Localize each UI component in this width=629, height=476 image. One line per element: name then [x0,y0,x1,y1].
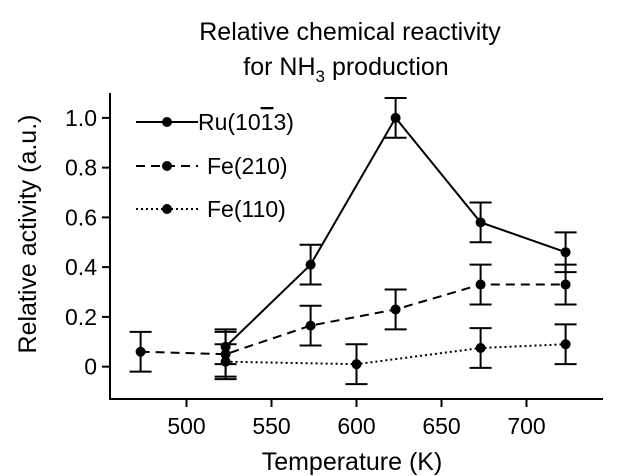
series-line-fe210 [140,283,566,356]
data-point-ru1013 [475,217,486,228]
title-subscript: 3 [316,67,325,86]
data-point-fe110 [475,343,486,353]
legend-marker-fe210 [162,161,172,171]
x-ticks: 500 550 600 650 700 [167,399,546,439]
data-point-fe110 [220,356,231,367]
legend-ru-post: 3) [273,109,293,135]
x-tick-label: 650 [422,413,460,439]
legend-label-fe110: Fe(110) [207,196,286,222]
legend-ru-pre: Ru(10 [198,109,261,135]
data-point-ru1013 [305,259,316,270]
data-point-fe210 [135,346,146,357]
legend-marker-ru1013 [162,117,172,127]
x-tick-label: 600 [337,413,375,439]
plot-area [129,96,577,386]
legend-label-ru1013: Ru(1013) [198,109,294,135]
chart-title-line1: Relative chemical reactivity [199,18,501,46]
title-production-text: production [325,53,449,81]
y-tick-label: 0.6 [65,204,97,230]
x-tick-label: 500 [167,413,205,439]
legend-ru-bar: 1 [261,109,274,135]
x-axis-label: Temperature (K) [262,448,443,476]
legend-marker-fe110 [162,204,172,214]
y-tick-label: 0 [84,354,97,380]
data-point-ru1013 [390,112,401,123]
y-tick-label: 0.8 [65,155,97,181]
y-ticks: 0 0.2 0.4 0.6 0.8 1.0 [65,105,110,380]
legend-label-fe210: Fe(210) [207,153,288,179]
data-point-fe210 [305,320,316,331]
data-point-fe210 [560,279,571,290]
data-point-fe210 [475,279,486,290]
series-line-fe110 [225,343,566,366]
y-tick-label: 0.4 [65,254,97,280]
legend: Ru(1013) Fe(210) Fe(110) [136,109,294,222]
chart-title-line2: for NH3 production [243,53,448,86]
data-point-fe110 [560,339,571,350]
y-axis-label: Relative activity (a.u.) [14,115,42,354]
title-nh-text: for NH [243,53,315,81]
data-point-fe110 [351,359,362,370]
x-tick-label: 550 [252,413,290,439]
data-point-ru1013 [560,247,571,258]
x-tick-label: 700 [507,413,545,439]
y-tick-label: 1.0 [65,105,97,131]
y-tick-label: 0.2 [65,304,97,330]
data-point-fe210 [390,304,401,315]
